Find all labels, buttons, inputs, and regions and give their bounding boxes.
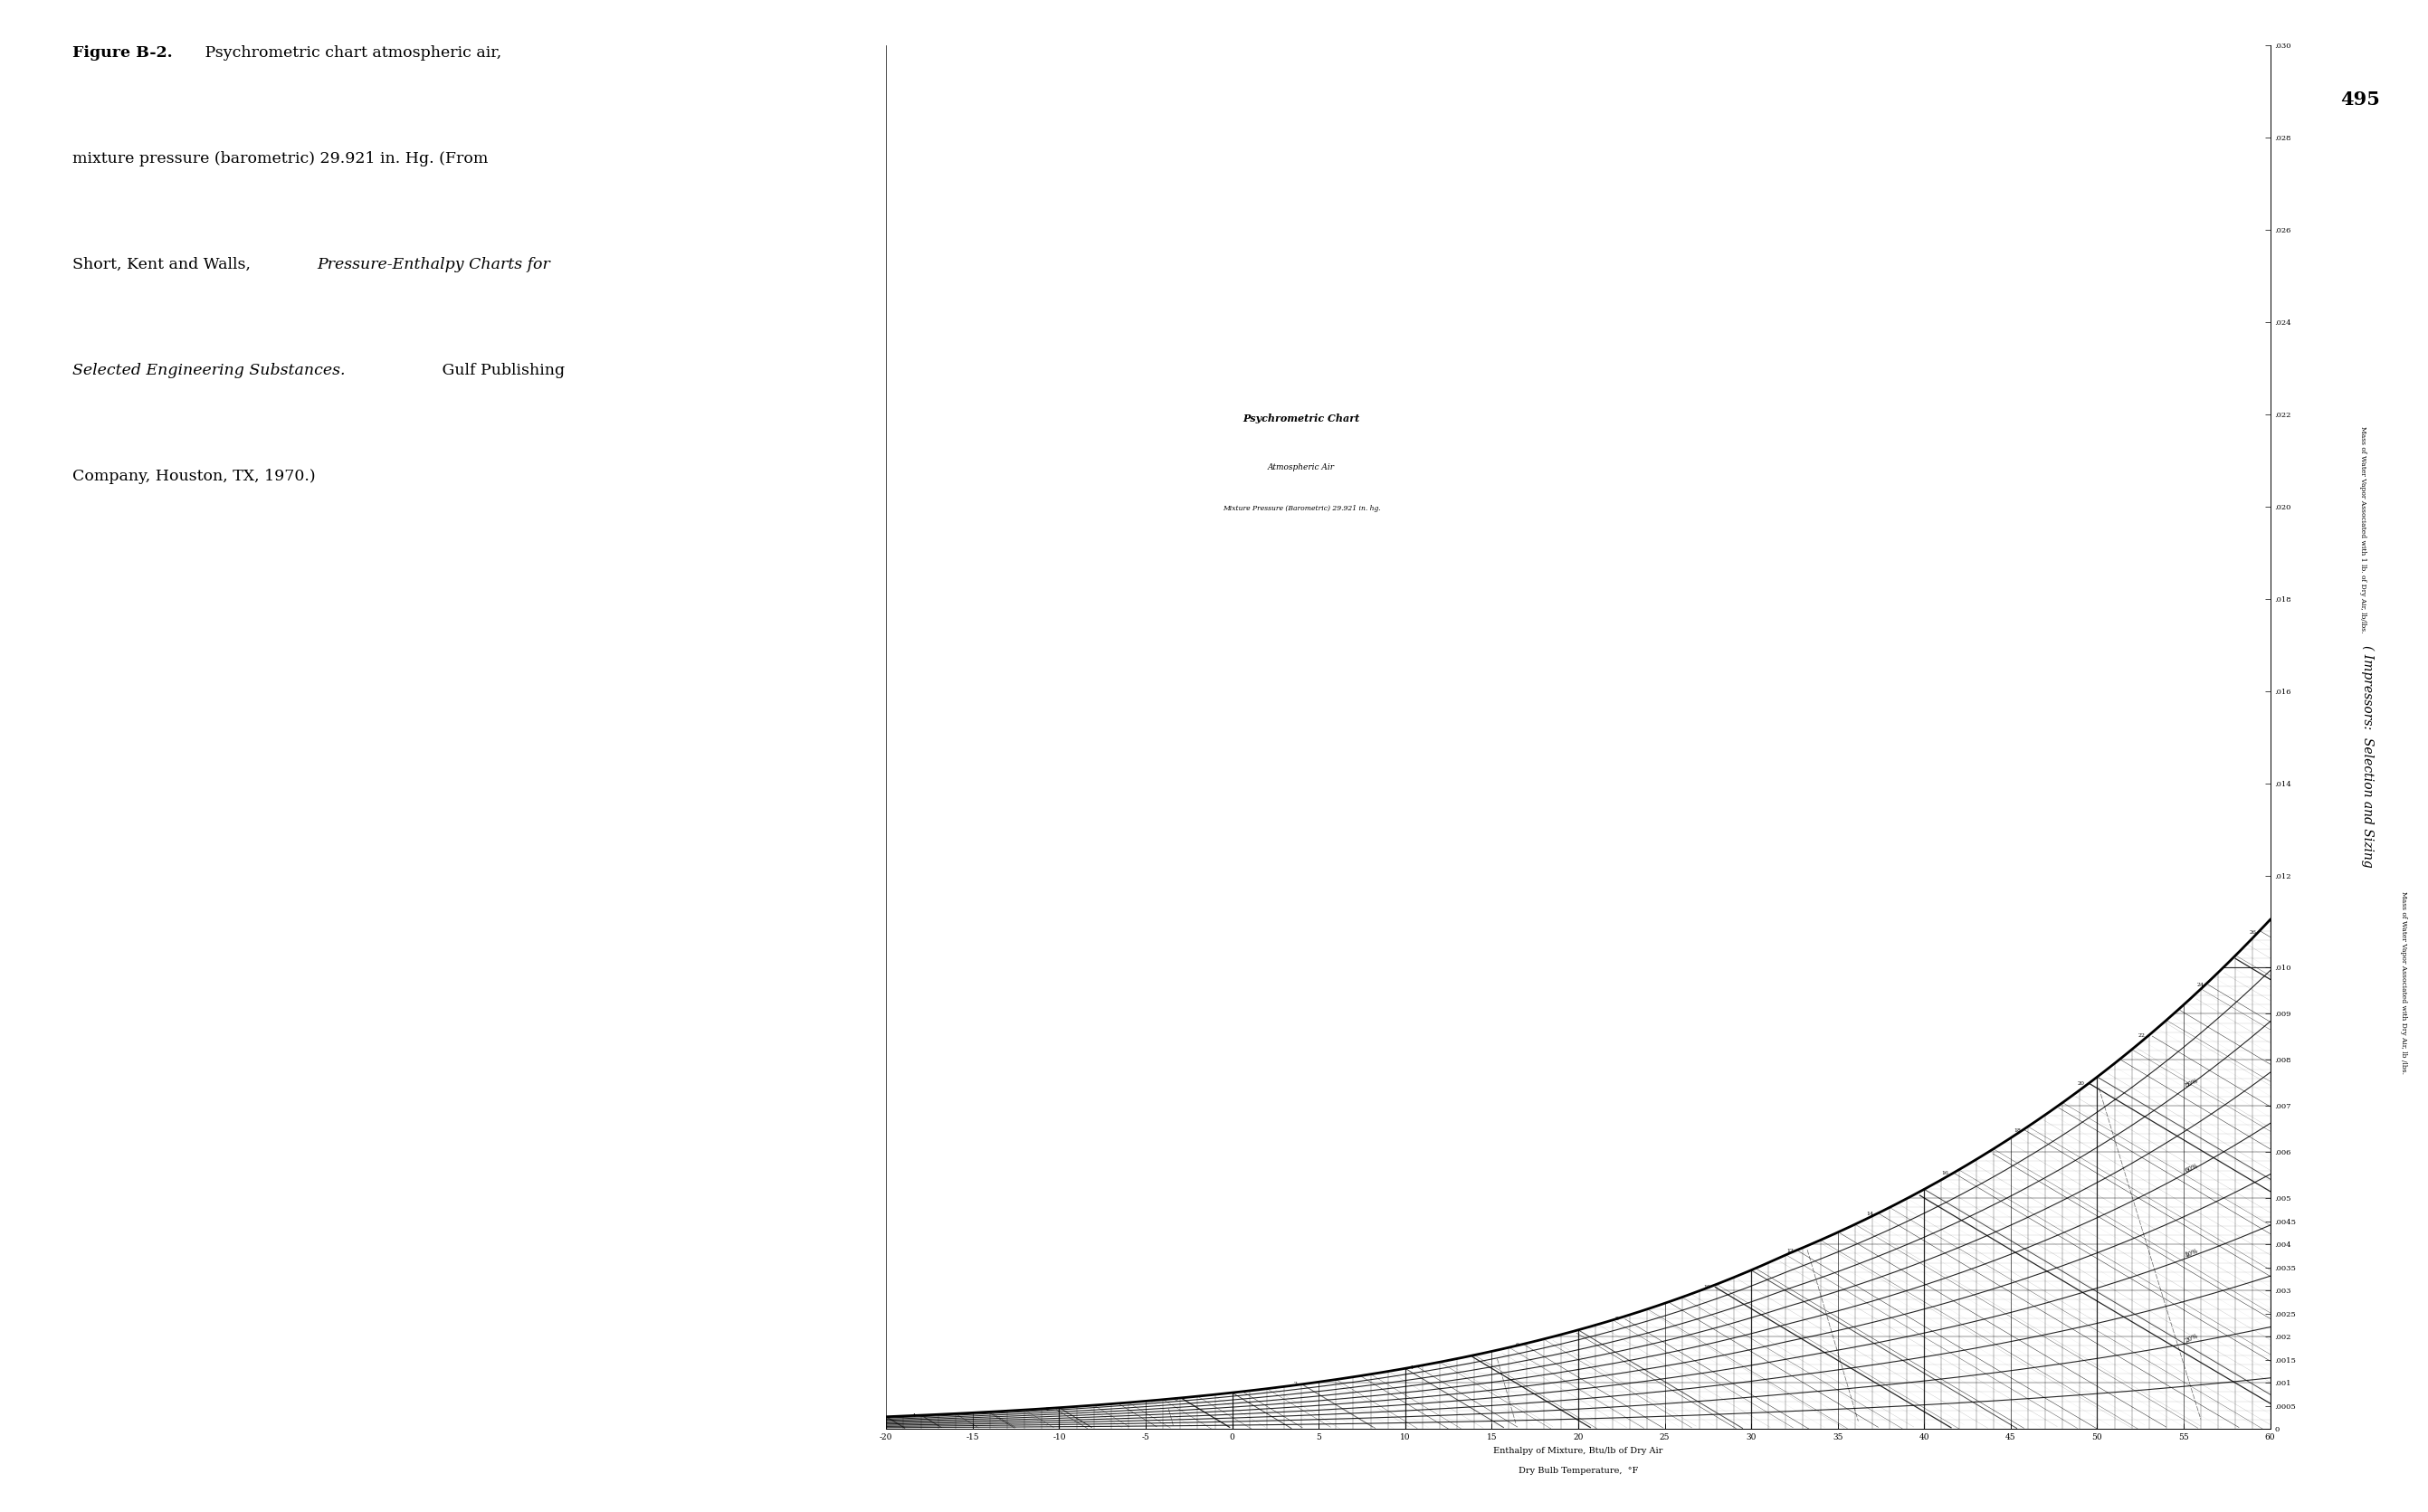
Text: 20%: 20% <box>2183 1332 2200 1344</box>
Text: Company, Houston, TX, 1970.): Company, Houston, TX, 1970.) <box>73 469 316 484</box>
Text: Mass of Water Vapor Associated with 1 lb. of Dry Air, lb/lbs.: Mass of Water Vapor Associated with 1 lb… <box>2360 426 2365 632</box>
Text: 4: 4 <box>1411 1365 1413 1370</box>
Text: Gulf Publishing: Gulf Publishing <box>437 363 566 378</box>
Text: 10: 10 <box>1702 1285 1709 1290</box>
Text: 20: 20 <box>2078 1081 2086 1086</box>
Text: 0: 0 <box>1175 1397 1178 1402</box>
Text: Psychrometric Chart: Psychrometric Chart <box>1243 414 1360 423</box>
Text: Pressure-Enthalpy Charts for: Pressure-Enthalpy Charts for <box>316 257 551 272</box>
Text: Mixture Pressure (Barometric) 29.921 in. hg.: Mixture Pressure (Barometric) 29.921 in.… <box>1221 505 1382 513</box>
Text: 16: 16 <box>1942 1170 1950 1175</box>
Text: ( Impressors:  Selection and Sizing: ( Impressors: Selection and Sizing <box>2360 644 2375 868</box>
Text: 24: 24 <box>2197 983 2205 987</box>
Text: 18: 18 <box>2013 1128 2020 1132</box>
Text: mixture pressure (barometric) 29.921 in. Hg. (From: mixture pressure (barometric) 29.921 in.… <box>73 151 488 166</box>
Text: 12: 12 <box>1787 1249 1794 1253</box>
Text: 14: 14 <box>1867 1211 1874 1216</box>
Text: Dry Bulb Temperature,  °F: Dry Bulb Temperature, °F <box>1518 1467 1639 1474</box>
Text: -4: -4 <box>910 1414 918 1418</box>
Text: 80%: 80% <box>2183 1077 2200 1090</box>
Text: 8: 8 <box>1615 1315 1619 1320</box>
Text: Atmospheric Air: Atmospheric Air <box>1267 463 1335 472</box>
Text: Short, Kent and Walls,: Short, Kent and Walls, <box>73 257 255 272</box>
Text: 26: 26 <box>2251 930 2256 934</box>
Text: 6: 6 <box>1515 1343 1520 1347</box>
Text: Selected Engineering Substances.: Selected Engineering Substances. <box>73 363 345 378</box>
Text: Psychrometric chart atmospheric air,: Psychrometric chart atmospheric air, <box>199 45 503 60</box>
Text: 40%: 40% <box>2183 1247 2200 1259</box>
Text: Mass of Water Vapor Associated with Dry Air, lb /lbs.: Mass of Water Vapor Associated with Dry … <box>2401 892 2406 1074</box>
Text: 60%: 60% <box>2183 1161 2200 1175</box>
Text: -2: -2 <box>1044 1406 1051 1411</box>
Text: 2: 2 <box>1294 1382 1297 1387</box>
Text: Figure B-2.: Figure B-2. <box>73 45 172 60</box>
Text: Enthalpy of Mixture, Btu/lb of Dry Air: Enthalpy of Mixture, Btu/lb of Dry Air <box>1493 1447 1663 1455</box>
Text: 22: 22 <box>2139 1033 2146 1037</box>
Text: 495: 495 <box>2341 91 2379 109</box>
